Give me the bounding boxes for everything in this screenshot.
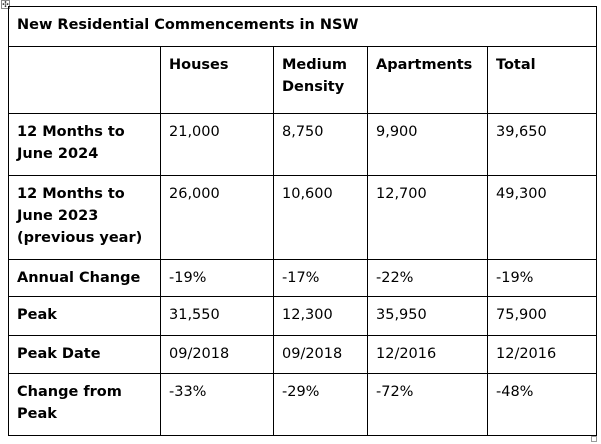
- row-label: Peak: [8, 296, 161, 336]
- row-label: Peak Date: [8, 335, 161, 374]
- column-header-medium-density: Medium Density: [273, 46, 368, 114]
- cell-medium-density: 8,750: [273, 113, 368, 176]
- table-row: Annual Change -19% -17% -22% -19%: [8, 259, 598, 297]
- row-label: Annual Change: [8, 259, 161, 297]
- table-resize-handle-icon[interactable]: [591, 436, 597, 442]
- cell-medium-density: 10,600: [273, 175, 368, 260]
- column-header-total: Total: [486, 46, 598, 114]
- column-header-apartments: Apartments: [367, 46, 488, 114]
- row-label: 12 Months to June 2023 (previous year): [8, 175, 161, 260]
- cell-total: 39,650: [486, 113, 598, 176]
- cell-total: 12/2016: [486, 335, 598, 374]
- cell-medium-density: 09/2018: [273, 335, 368, 374]
- table-title: New Residential Commencements in NSW: [7, 6, 598, 47]
- cell-apartments: 35,950: [367, 296, 488, 336]
- table-header-row: Houses Medium Density Apartments Total: [8, 46, 598, 114]
- cell-medium-density: -29%: [273, 373, 368, 436]
- table-title-row: New Residential Commencements in NSW: [7, 6, 598, 47]
- cell-apartments: -22%: [367, 259, 488, 297]
- cell-houses: 26,000: [160, 175, 274, 260]
- cell-total: 49,300: [486, 175, 598, 260]
- cell-houses: 31,550: [160, 296, 274, 336]
- row-label: Change from Peak: [8, 373, 161, 436]
- residential-commencements-table: New Residential Commencements in NSW Hou…: [7, 6, 598, 436]
- cell-apartments: 12/2016: [367, 335, 488, 374]
- cell-total: -48%: [486, 373, 598, 436]
- cell-houses: -33%: [160, 373, 274, 436]
- cell-houses: 21,000: [160, 113, 274, 176]
- table-move-handle-icon[interactable]: ✣: [1, 0, 10, 9]
- column-header-houses: Houses: [160, 46, 274, 114]
- table-row: Peak Date 09/2018 09/2018 12/2016 12/201…: [8, 335, 598, 374]
- table-row: Peak 31,550 12,300 35,950 75,900: [8, 296, 598, 336]
- cell-houses: 09/2018: [160, 335, 274, 374]
- cell-apartments: 9,900: [367, 113, 488, 176]
- cell-houses: -19%: [160, 259, 274, 297]
- table-row: Change from Peak -33% -29% -72% -48%: [8, 373, 598, 436]
- cell-medium-density: 12,300: [273, 296, 368, 336]
- cell-total: -19%: [486, 259, 598, 297]
- table-row: 12 Months to June 2023 (previous year) 2…: [8, 175, 598, 260]
- header-empty-cell: [8, 46, 161, 114]
- cell-apartments: 12,700: [367, 175, 488, 260]
- cell-total: 75,900: [486, 296, 598, 336]
- table-row: 12 Months to June 2024 21,000 8,750 9,90…: [8, 113, 598, 176]
- row-label: 12 Months to June 2024: [8, 113, 161, 176]
- cell-medium-density: -17%: [273, 259, 368, 297]
- cell-apartments: -72%: [367, 373, 488, 436]
